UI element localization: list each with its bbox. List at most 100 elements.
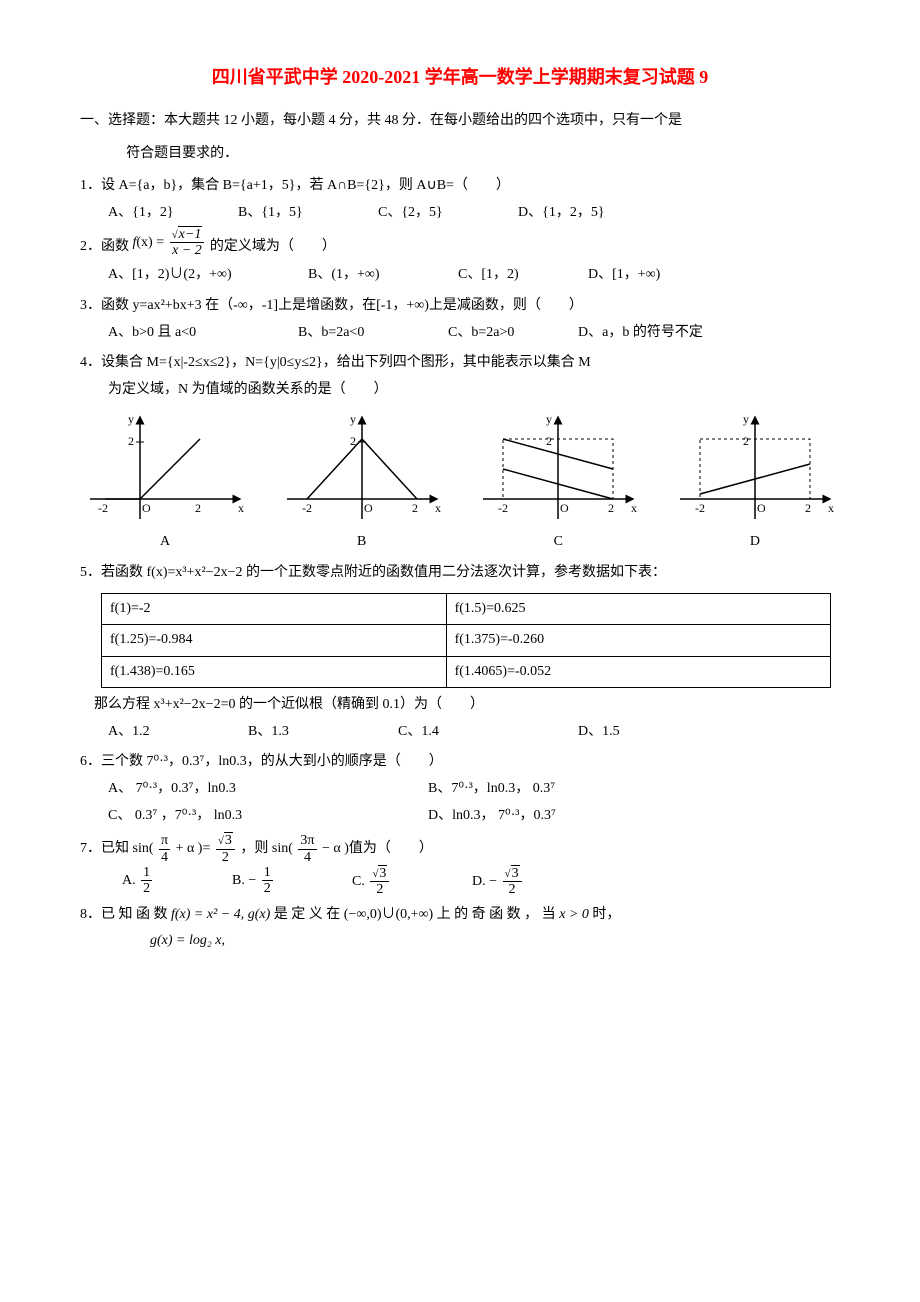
graph-a-label: A [80, 529, 250, 556]
q5-options: A、1.2 B、1.3 C、1.4 D、1.5 [80, 719, 840, 746]
graph-b-label: B [277, 529, 447, 556]
svg-text:O: O [757, 501, 766, 515]
svg-text:2: 2 [546, 434, 552, 448]
q7-opt-a: A. 12 [122, 865, 232, 898]
q7-mid2: ，则 sin( [240, 841, 293, 856]
svg-text:x: x [631, 501, 637, 515]
q2-opt-d: D、[1，+∞) [588, 262, 660, 289]
section-instruction-1: 一、选择题：本大题共 12 小题，每小题 4 分，共 48 分．在每小题给出的四… [80, 108, 840, 135]
q8-l2: (x) = log₂ x, [157, 933, 225, 948]
q5-stem: 5．若函数 f(x)=x³+x²−2x−2 的一个正数零点附近的函数值用二分法逐… [80, 560, 840, 587]
q1-opt-a: A、{1，2} [108, 200, 238, 227]
q8-mid: 是 定 义 在 (−∞,0)∪(0,+∞) 上 的 奇 函 数 ， 当 [274, 907, 559, 922]
q1-opt-c: C、{2，5} [378, 200, 518, 227]
q8-fx: (x) = x² − 4, [175, 907, 248, 922]
bisect-r3c2: f(1.4065)=-0.052 [446, 656, 830, 688]
q8-pre: 8．已 知 函 数 [80, 907, 171, 922]
q5-opt-d: D、1.5 [578, 719, 620, 746]
svg-text:O: O [364, 501, 373, 515]
q4-stem-b: 为定义域，N 为值域的函数关系的是（ ） [80, 377, 840, 404]
q1-options: A、{1，2} B、{1，5} C、{2，5} D、{1，2，5} [80, 200, 840, 227]
q7-mid1: + α )= [176, 841, 214, 856]
svg-text:y: y [743, 412, 749, 426]
q7d-d: 2 [503, 882, 522, 897]
bisect-r1c1: f(1)=-2 [102, 593, 447, 625]
q2-post: 的定义域为（ ） [210, 239, 336, 254]
q2-options: A、[1，2)∪(2，+∞) B、(1，+∞) C、[1，2) D、[1，+∞) [80, 262, 840, 289]
q1-opt-d: D、{1，2，5} [518, 200, 605, 227]
graph-a: x y -2 2 2 O A [80, 409, 250, 556]
q7d-n: 3 [511, 865, 520, 881]
q7-opt-d: D. − √32 [472, 865, 524, 898]
q7-opt-c: C. √32 [352, 865, 472, 898]
q2-den: x − 2 [170, 243, 205, 258]
q7a-n: 1 [141, 865, 152, 881]
q8-g: g [248, 907, 255, 922]
bisect-r1c2: f(1.5)=0.625 [446, 593, 830, 625]
q7-f1d: 4 [159, 850, 170, 865]
q7d-lbl: D. − [472, 869, 497, 896]
q2-num: x−1 [178, 226, 203, 242]
q7-post: − α )值为（ ） [322, 841, 433, 856]
q3-options: A、b>0 且 a<0 B、b=2a<0 C、b=2a>0 D、a，b 的符号不… [80, 320, 840, 347]
svg-text:x: x [238, 501, 244, 515]
svg-text:2: 2 [805, 501, 811, 515]
page-title: 四川省平武中学 2020-2021 学年高一数学上学期期末复习试题 9 [80, 60, 840, 94]
svg-text:y: y [128, 412, 134, 426]
q6-options-1: A、 7⁰·³，0.3⁷，ln0.3 B、7⁰·³，ln0.3， 0.3⁷ [80, 776, 840, 803]
svg-text:2: 2 [608, 501, 614, 515]
q7-frac2: √32 [216, 833, 235, 865]
graph-c-label: C [473, 529, 643, 556]
q1-opt-b: B、{1，5} [238, 200, 378, 227]
q6-opt-c: C、 0.3⁷ ，7⁰·³， ln0.3 [108, 803, 428, 830]
q7-pre: 7．已知 sin( [80, 841, 154, 856]
svg-text:2: 2 [412, 501, 418, 515]
q3-stem: 3．函数 y=ax²+bx+3 在（-∞，-1]上是增函数，在[-1，+∞)上是… [80, 293, 840, 320]
q7-options: A. 12 B. − 12 C. √32 D. − √32 [80, 865, 840, 898]
q8-line2: g(x) = log₂ x, [80, 928, 840, 955]
svg-text:-2: -2 [302, 501, 312, 515]
q4-graphs: x y -2 2 2 O A x y -2 2 2 O B [80, 409, 840, 556]
graph-d: x y -2 2 2 O D [670, 409, 840, 556]
q2-opt-a: A、[1，2)∪(2，+∞) [108, 262, 308, 289]
q3-opt-b: B、b=2a<0 [298, 320, 448, 347]
bisect-r3c1: f(1.438)=0.165 [102, 656, 447, 688]
bisect-r2c1: f(1.25)=-0.984 [102, 625, 447, 657]
q3-opt-a: A、b>0 且 a<0 [108, 320, 298, 347]
q6-opt-d: D、ln0.3， 7⁰·³，0.3⁷ [428, 803, 556, 830]
q7-f1n: π [159, 833, 170, 849]
q7b-d: 2 [262, 881, 273, 896]
svg-text:-2: -2 [98, 501, 108, 515]
q7-f2d: 2 [216, 850, 235, 865]
svg-text:2: 2 [743, 434, 749, 448]
q8-gx: (x) [255, 907, 271, 922]
q7c-lbl: C. [352, 869, 365, 896]
graph-c: x y -2 2 2 O C [473, 409, 643, 556]
section-instruction-1b: 符合题目要求的． [80, 141, 840, 168]
q7c-d: 2 [370, 882, 389, 897]
graph-b: x y -2 2 2 O B [277, 409, 447, 556]
bisection-table: f(1)=-2f(1.5)=0.625 f(1.25)=-0.984f(1.37… [101, 593, 831, 689]
svg-text:y: y [350, 412, 356, 426]
q8-post: 时， [592, 907, 620, 922]
q7a-lbl: A. [122, 868, 136, 895]
svg-text:O: O [142, 501, 151, 515]
q6-opt-a: A、 7⁰·³，0.3⁷，ln0.3 [108, 776, 428, 803]
q7c-n: 3 [378, 865, 387, 881]
q5-post: 那么方程 x³+x²−2x−2=0 的一个近似根（精确到 0.1）为（ ） [80, 692, 840, 719]
q2-x: (x) = [136, 235, 164, 250]
svg-text:O: O [560, 501, 569, 515]
q8-stem: 8．已 知 函 数 f(x) = x² − 4, g(x) 是 定 义 在 (−… [80, 902, 840, 929]
q6-opt-b: B、7⁰·³，ln0.3， 0.3⁷ [428, 776, 555, 803]
svg-text:2: 2 [128, 434, 134, 448]
q7-f3d: 4 [298, 850, 316, 865]
svg-text:x: x [435, 501, 441, 515]
graph-d-label: D [670, 529, 840, 556]
svg-text:-2: -2 [498, 501, 508, 515]
q2-opt-b: B、(1，+∞) [308, 262, 458, 289]
q2-opt-c: C、[1，2) [458, 262, 588, 289]
q7a-d: 2 [141, 881, 152, 896]
q7-frac1: π4 [159, 833, 170, 865]
q4-stem: 4．设集合 M={x|-2≤x≤2}，N={y|0≤y≤2}，给出下列四个图形，… [80, 350, 840, 377]
q7b-n: 1 [262, 865, 273, 881]
